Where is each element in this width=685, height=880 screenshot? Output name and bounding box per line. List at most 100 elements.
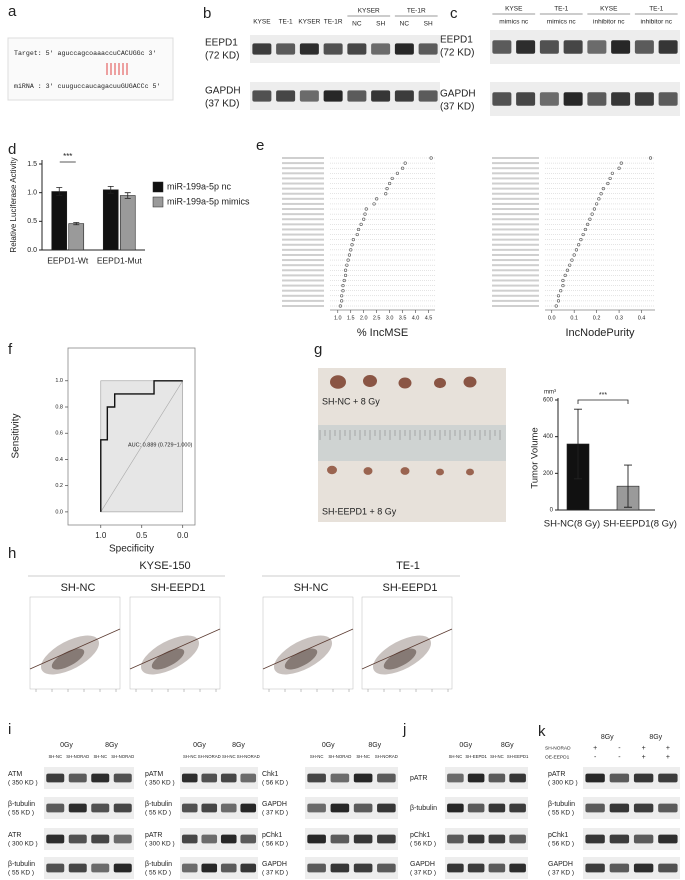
blot-band [394,43,414,55]
y-tick-label: 400 [543,434,554,440]
dot [359,222,363,226]
regression-line [29,628,121,670]
x-tick-label: 2.5 [373,315,381,321]
blot-membrane [180,828,258,850]
group-label: KYSE-150 [139,560,190,572]
x-tick-label: 0.0 [177,531,189,540]
blot-band [447,834,464,844]
x-tick-label: EEPD1-Wt [47,255,89,265]
error-bar [56,187,63,196]
dot [384,192,388,196]
blot-band [353,773,373,783]
significance-bracket [577,399,629,404]
blot-band [658,803,678,813]
lane-label: NC [400,21,410,28]
blot-membrane [44,767,134,789]
row-label-placeholder [282,162,324,165]
dot [364,207,368,211]
row-label-placeholder [282,259,324,262]
x-axis-label: IncNodePurity [565,327,635,339]
group-label: KYSER [358,8,380,15]
lane-label: SH-EEPD1 [507,754,529,759]
blot-band [299,90,319,102]
blot-band [585,773,605,783]
lane-label: SH-EEPD1 [465,754,487,759]
blot-band [46,863,65,873]
lane-label: SH-NC [93,754,107,759]
y-tick-label: 1.5 [27,161,37,168]
lane-label: SH-NC [48,754,62,759]
size-label: ( 300 KD ) [145,841,175,848]
blot-band [509,863,526,873]
photo-ruler [318,425,506,461]
dot [599,192,603,196]
panel-letter: a [8,3,17,20]
blot-band [587,92,607,106]
lane-label: SH-NC [222,754,236,759]
row-label-placeholder [492,284,539,287]
row-label-placeholder [282,167,324,170]
blot-band [563,40,583,54]
dot [429,156,433,160]
blot-band [307,863,326,873]
tumor [434,377,446,389]
row-label-placeholder [492,197,539,200]
row-label-placeholder [282,172,324,175]
size-label: ( 55 KD ) [8,810,34,817]
blot-membrane [445,857,528,879]
blot-band [658,773,678,783]
blot-membrane [44,857,134,879]
blot-band [488,803,506,813]
protein-label: pATR [548,771,565,778]
x-tick-label: 3.5 [399,315,407,321]
blot-band [633,803,654,813]
condition-sign: - [594,754,597,761]
x-axis-label: Specificity [109,544,154,555]
size-label: ( 37 KD ) [410,870,436,877]
bar [68,223,85,251]
error-bar [124,192,131,199]
blot-band [611,92,631,106]
row-label-placeholder [492,279,539,282]
row-label-placeholder [282,248,324,251]
dot [577,243,581,247]
lane-label: inhibitor nc [593,19,625,26]
protein-label: Chk1 [262,771,278,778]
dot [601,187,605,191]
row-label-placeholder [492,264,539,267]
dose-label: 8Gy [368,742,381,749]
row-label-placeholder [492,228,539,231]
row-label-placeholder [282,177,324,180]
protein-label: pATR [145,832,162,839]
size-label: ( 350 KD ) [8,780,38,787]
size-label: ( 350 KD ) [145,780,175,787]
blot-band [240,863,257,873]
dot [563,273,567,277]
blot-band [447,863,464,873]
lane-label: KYSE [253,19,271,26]
blot-membrane [305,828,398,850]
group-label: KYSE [600,6,618,13]
protein-label: GAPDH [440,89,476,100]
blot-band [658,834,678,844]
row-label-placeholder [282,305,324,307]
size-label: ( 56 KD ) [410,841,436,848]
size-label: ( 56 KD ) [262,780,288,787]
dot [338,304,342,308]
blot-band [353,803,373,813]
protein-label: GAPDH [262,801,287,808]
target-sequence: Target: 5' aguccagcoaaaccuCACUGGc 3' [14,50,156,57]
plot-label: SH-EEPD1 [382,582,437,594]
dot [345,263,349,267]
row-label-placeholder [282,228,324,231]
x-tick-label: 4.5 [425,315,433,321]
dot [343,268,348,272]
blot-band [509,803,526,813]
lane-label: KYSER [298,19,320,26]
lane-label: SH [376,21,385,28]
dot [342,278,346,283]
unit-label: mm³ [544,390,556,396]
blot-band [353,834,373,844]
